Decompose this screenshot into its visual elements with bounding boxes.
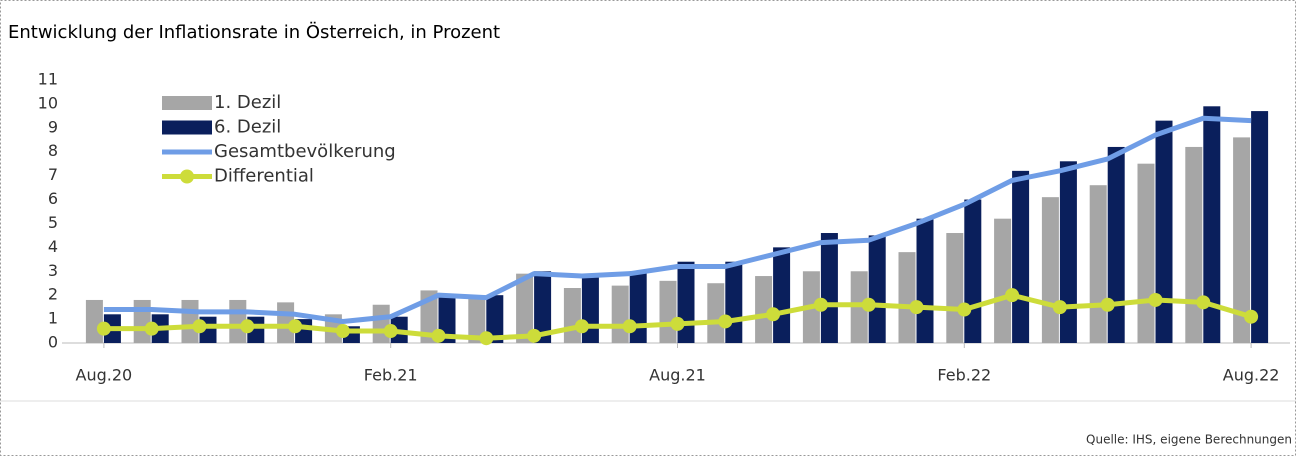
bar [611,285,629,343]
marker [1100,297,1115,312]
bar [773,247,791,343]
marker [813,297,828,312]
bar [372,304,390,343]
marker [957,302,972,317]
bar [1233,137,1251,343]
bar [516,273,534,343]
x-tick-label: Feb.22 [937,366,991,385]
marker [144,321,159,336]
bar [898,252,916,343]
bar [1203,106,1221,343]
bar [486,295,504,343]
bar [133,299,151,343]
legend-swatch [162,120,212,135]
bar [1059,161,1077,343]
bar [964,199,982,343]
bar [1089,185,1107,343]
marker [574,319,589,334]
bar [85,299,103,343]
y-tick-label: 2 [48,285,58,304]
bar [755,276,773,343]
marker [909,300,924,315]
marker [431,328,446,343]
marker [527,328,542,343]
legend-label: 6. Dezil [214,117,281,138]
y-tick-label: 7 [48,165,58,184]
marker [240,319,255,334]
bar [1107,146,1125,343]
marker [861,297,876,312]
bar [581,276,599,343]
y-tick-label: 6 [48,189,58,208]
bar [707,283,725,343]
y-tick-label: 0 [48,333,58,352]
x-tick-label: Aug.21 [649,366,706,385]
marker [1005,288,1020,303]
y-tick-label: 5 [48,213,58,232]
bar [1012,170,1030,343]
y-tick-label: 9 [48,117,58,136]
legend-label: Differential [214,166,314,187]
bar [1185,146,1203,343]
x-tick-label: Aug.22 [1223,366,1280,385]
marker [766,307,781,322]
x-tick-label: Aug.20 [76,366,133,385]
marker [335,324,350,339]
marker [670,316,685,331]
source: Quelle: IHS, eigene Berechnungen [1086,433,1292,447]
bar [659,280,677,343]
bar [868,235,886,343]
x-tick-label: Feb.21 [364,366,418,385]
bar [946,233,964,343]
marker [1052,300,1067,315]
legend-swatch [162,96,212,110]
marker [479,331,494,346]
bar [468,295,486,343]
bar [1251,111,1269,343]
y-tick-label: 4 [48,237,58,256]
marker [1244,309,1259,324]
bar [994,218,1012,343]
bar [563,288,581,343]
y-tick-label: 10 [38,93,58,112]
bar [534,271,552,343]
legend-label: Gesamtbevölkerung [214,141,396,162]
bar [725,261,743,343]
y-tick-label: 3 [48,261,58,280]
bar [1155,120,1173,344]
bar [677,261,695,343]
legend-label: 1. Dezil [214,92,281,113]
marker [383,324,398,339]
marker [1196,295,1211,310]
y-tick-label: 1 [48,309,58,328]
bar [916,218,934,343]
bar [1041,197,1059,343]
bar [1137,163,1155,343]
marker [192,319,207,334]
marker [622,319,637,334]
y-tick-label: 8 [48,141,58,160]
marker [96,321,111,336]
y-tick-label: 11 [38,70,58,89]
marker [718,314,733,329]
bar [820,233,838,343]
marker [1148,292,1163,307]
line [103,115,1252,324]
legend-marker [180,169,194,184]
marker [288,319,303,334]
chart-title: Entwicklung der Inflationsrate in Österr… [8,21,500,43]
